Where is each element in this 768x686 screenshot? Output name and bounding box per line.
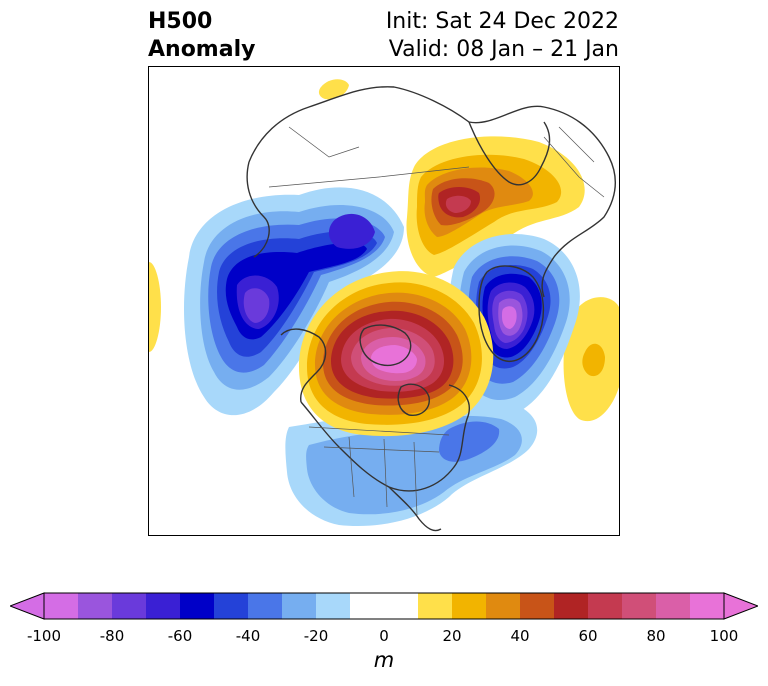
colorbar-tick-label: -20 — [303, 627, 329, 645]
map-title-left: H500 Anomaly — [148, 8, 255, 64]
contour-pos20-eu — [582, 343, 605, 377]
colorbar-tick-label: -80 — [99, 627, 125, 645]
colorbar-cell — [452, 593, 486, 619]
contour-pos60 — [445, 195, 471, 213]
colorbar-cell — [690, 593, 724, 619]
anomaly-ridge-scandinavia — [406, 136, 585, 277]
border-us-states-4 — [413, 441, 418, 516]
colorbar-extend-low — [10, 592, 45, 620]
coast-canadian-arctic — [359, 324, 412, 367]
border-us-states-1 — [323, 446, 440, 453]
anomaly-ridge-left-edge — [149, 262, 161, 352]
colorbar-units-label: m — [373, 648, 395, 672]
colorbar-tick-label: 60 — [578, 627, 598, 645]
colorbar-cell — [78, 593, 112, 619]
border-us-canada — [308, 426, 450, 436]
coast-north-america — [300, 384, 470, 492]
colorbar-outline — [43, 592, 725, 620]
colorbar-cell — [622, 593, 656, 619]
colorbar-tick-label: 0 — [379, 627, 389, 645]
border-russia — [268, 166, 470, 188]
contour-neg60 — [328, 213, 375, 249]
coastlines — [246, 86, 617, 532]
colorbar-tick-label: 40 — [510, 627, 530, 645]
colorbar-cell — [350, 593, 418, 619]
variable-label: H500 — [148, 9, 213, 34]
colorbar-extend-high — [723, 592, 758, 620]
colorbar-cell — [112, 593, 146, 619]
colorbar — [10, 592, 758, 620]
border-asia-1 — [288, 126, 360, 158]
colorbar-tick-label: -60 — [167, 627, 193, 645]
colorbar-cell — [656, 593, 690, 619]
colorbar-cell — [44, 593, 78, 619]
coast-scandinavia — [468, 121, 551, 186]
border-us-states-2 — [348, 436, 355, 498]
colorbar-cell — [418, 593, 452, 619]
colorbar-cell — [554, 593, 588, 619]
colorbar-cell — [486, 593, 520, 619]
coast-us-east — [388, 486, 442, 532]
border-europe-2 — [558, 126, 595, 163]
colorbar-cell — [180, 593, 214, 619]
coast-east-asia — [246, 161, 270, 258]
border-europe-1 — [543, 136, 605, 198]
init-label: Init: Sat 24 Dec 2022 — [385, 9, 619, 34]
political-borders — [268, 126, 605, 516]
colorbar-cell — [248, 593, 282, 619]
coast-eurasia — [248, 86, 617, 298]
field-label: Anomaly — [148, 37, 256, 62]
contour-pos90-ar — [371, 345, 417, 374]
anomaly-trough-siberia — [184, 187, 404, 416]
colorbar-tick-label: -40 — [235, 627, 261, 645]
valid-label: Valid: 08 Jan – 21 Jan — [388, 37, 619, 62]
colorbar-tick-label: 20 — [442, 627, 462, 645]
colorbar-cell — [316, 593, 350, 619]
coast-alaska — [280, 328, 327, 403]
colorbar-tick-label: 80 — [646, 627, 666, 645]
anomaly-map — [148, 66, 620, 536]
colorbar-tick-label: -100 — [26, 627, 62, 645]
anomaly-ridge-europe — [563, 297, 619, 422]
contour-neg30-np — [439, 421, 500, 462]
contour-neg70 — [243, 288, 270, 323]
anomaly-map-svg — [149, 67, 619, 535]
coast-greenland — [478, 265, 545, 362]
anomaly-ridge-north-small — [318, 79, 349, 100]
colorbar-cell — [588, 593, 622, 619]
colorbar-cell — [214, 593, 248, 619]
map-title-right: Init: Sat 24 Dec 2022 Valid: 08 Jan – 21… — [386, 8, 619, 64]
contour-neg90-gr — [502, 306, 517, 329]
colorbar-cell — [146, 593, 180, 619]
colorbar-tick-label: 100 — [709, 627, 739, 645]
colorbar-cells — [44, 593, 724, 619]
colorbar-cell — [520, 593, 554, 619]
border-us-states-3 — [383, 438, 388, 508]
coast-hudson-bay — [397, 383, 430, 416]
colorbar-cell — [282, 593, 316, 619]
